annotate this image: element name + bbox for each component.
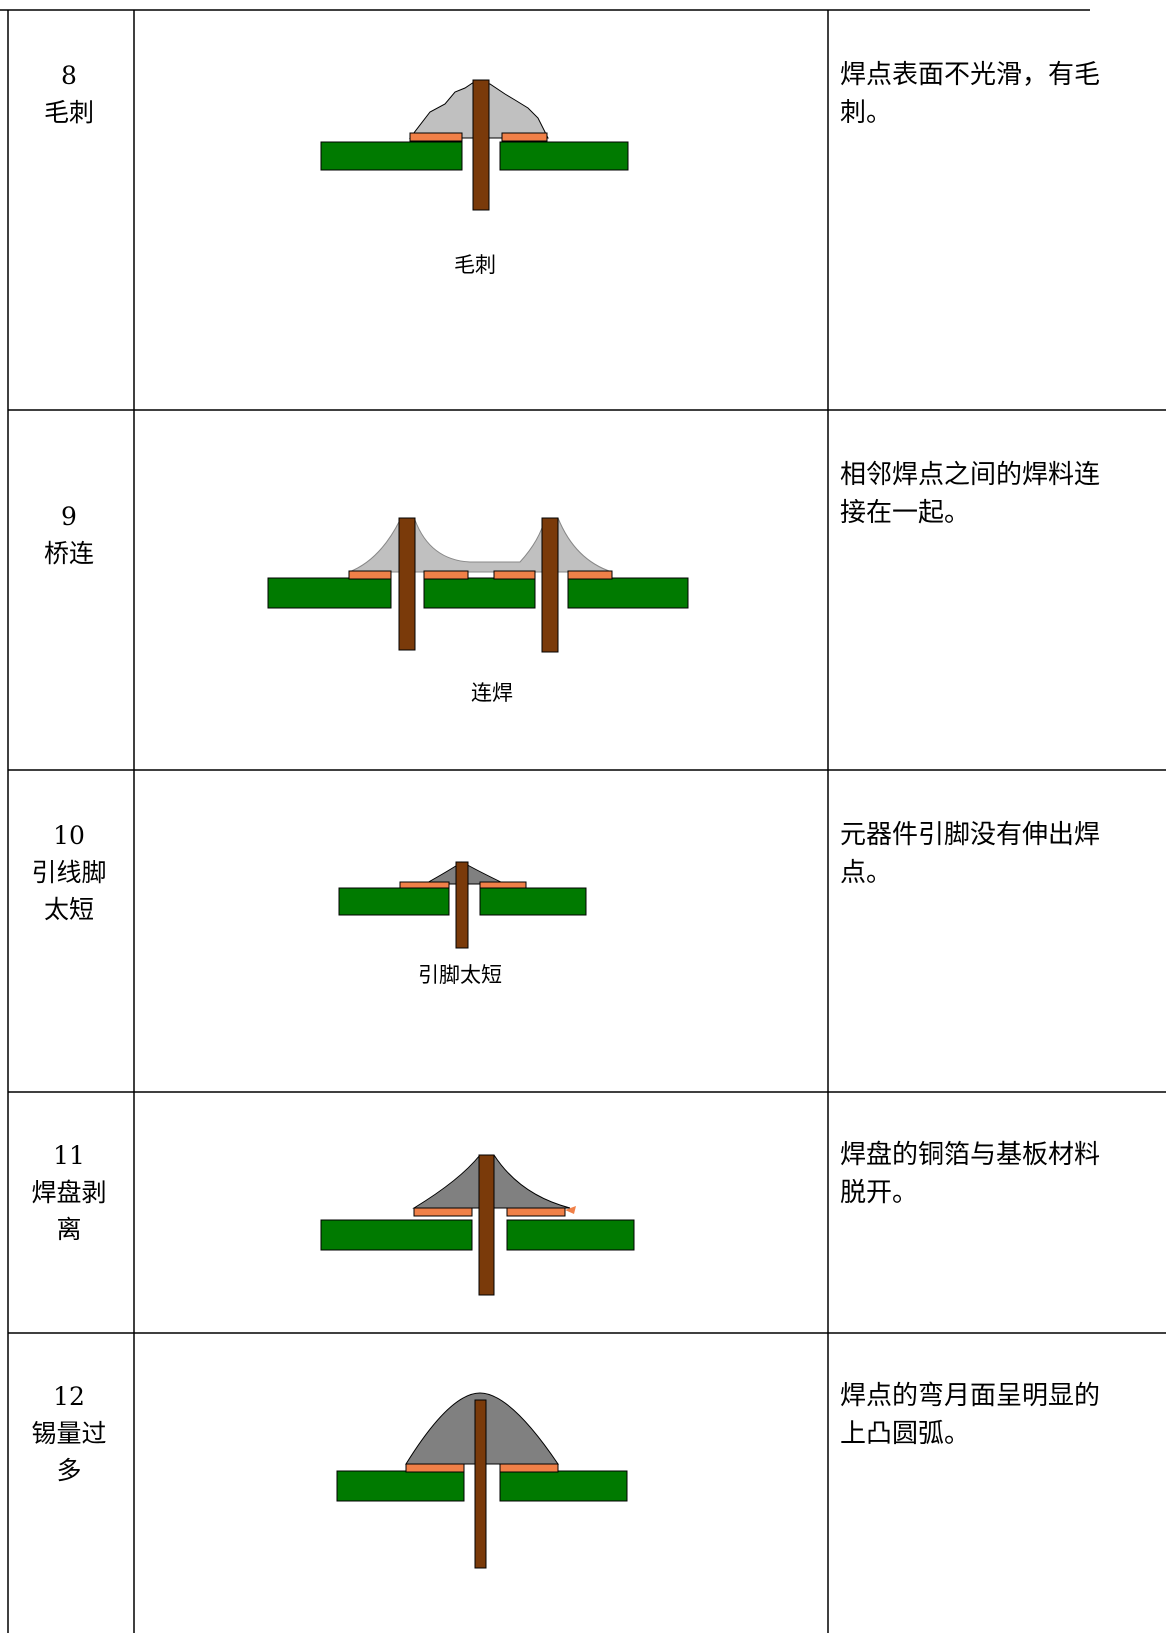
diagram-bridge: 连焊 <box>267 517 689 705</box>
row-number: 12 <box>53 1382 85 1411</box>
diagram-caption: 引脚太短 <box>418 963 502 987</box>
diagram-pad-lift <box>320 1154 635 1296</box>
row-name: 桥连 <box>43 539 94 568</box>
row-name: 引线脚太短 <box>31 858 107 924</box>
diagram-caption: 连焊 <box>471 681 513 705</box>
row-name: 毛刺 <box>43 98 94 127</box>
row-description: 焊点表面不光滑，有毛刺。 <box>840 60 1101 128</box>
row-description: 元器件引脚没有伸出焊点。 <box>840 820 1101 888</box>
diagram-caption: 毛刺 <box>454 253 496 277</box>
row-description: 焊盘的铜箔与基板材料脱开。 <box>840 1140 1101 1208</box>
row-name: 焊盘剥离 <box>31 1178 107 1244</box>
diagram-burr: 毛刺 <box>320 79 629 277</box>
table-borders <box>0 9 1166 1633</box>
diagram-short-lead: 引脚太短 <box>338 861 587 987</box>
row-number: 10 <box>53 821 85 850</box>
diagram-excess-solder <box>336 1392 628 1569</box>
row-number: 11 <box>53 1141 85 1170</box>
row-name: 锡量过多 <box>31 1419 107 1485</box>
row-number: 8 <box>61 61 77 90</box>
row-description: 相邻焊点之间的焊料连接在一起。 <box>840 460 1101 528</box>
row-description: 焊点的弯月面呈明显的上凸圆弧。 <box>840 1381 1101 1449</box>
row-number: 9 <box>61 502 77 531</box>
